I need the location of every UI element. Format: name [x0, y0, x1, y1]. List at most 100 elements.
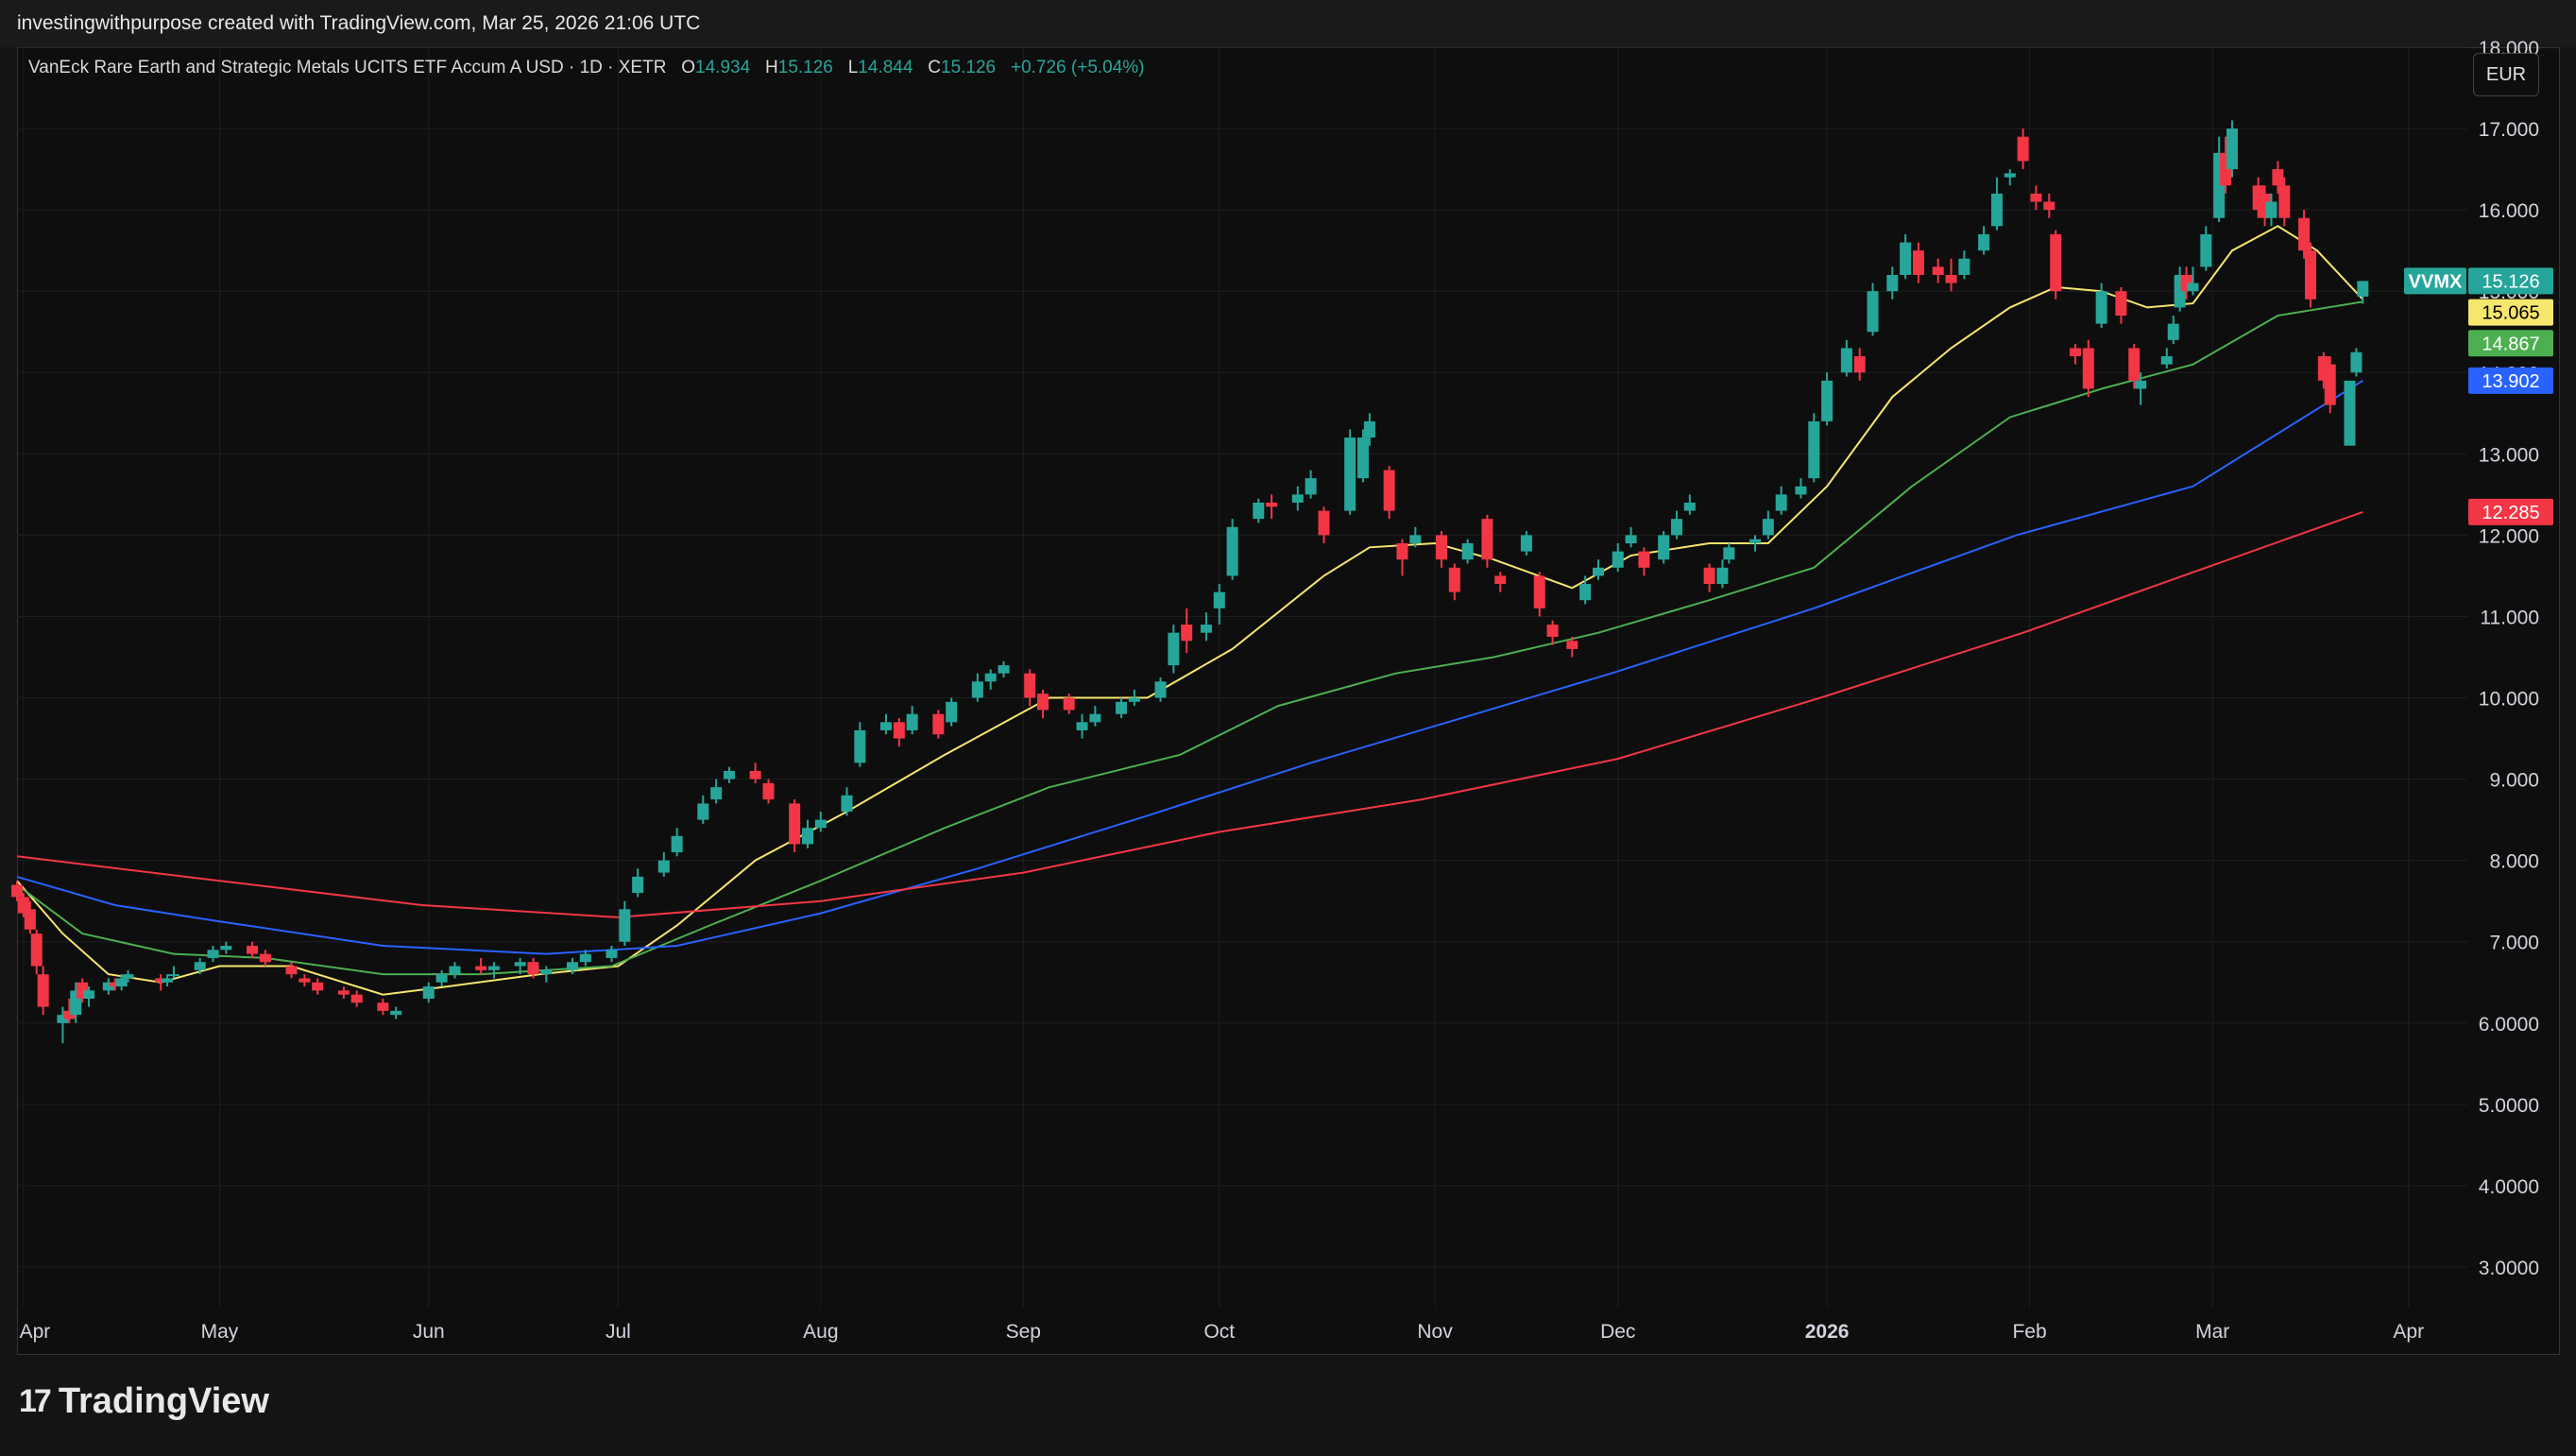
candle-body[interactable] [207, 950, 219, 958]
candle-body[interactable] [1226, 526, 1238, 576]
candle-body[interactable] [2004, 173, 2016, 178]
candle-body[interactable] [63, 1010, 76, 1019]
candle-body[interactable] [449, 966, 461, 975]
candle-body[interactable] [2187, 283, 2199, 292]
candle-body[interactable] [1396, 542, 1408, 560]
candle-body[interactable] [1821, 380, 1834, 421]
candle-body[interactable] [657, 860, 670, 873]
candle-body[interactable] [1840, 348, 1852, 373]
candle-body[interactable] [337, 990, 350, 995]
candle-body[interactable] [1945, 274, 1957, 283]
candle-body[interactable] [579, 953, 591, 963]
candle-body[interactable] [971, 681, 983, 698]
candle-body[interactable] [789, 803, 801, 845]
candle-body[interactable] [841, 795, 853, 813]
candle-body[interactable] [2200, 233, 2212, 267]
currency-button[interactable]: EUR [2473, 53, 2539, 96]
candle-body[interactable] [422, 986, 435, 999]
candle-body[interactable] [194, 962, 206, 970]
candle-body[interactable] [377, 1002, 389, 1011]
candle-body[interactable] [2135, 380, 2147, 389]
candle-body[interactable] [1716, 567, 1729, 585]
candle-body[interactable] [1749, 539, 1762, 543]
candle-body[interactable] [390, 1010, 402, 1016]
candle-body[interactable] [1168, 632, 1180, 666]
candle-body[interactable] [1356, 437, 1369, 479]
candle-body[interactable] [1808, 420, 1820, 479]
candle-body[interactable] [1932, 266, 1944, 275]
candle-body[interactable] [2226, 128, 2238, 170]
candle-body[interactable] [2278, 185, 2291, 218]
candle-body[interactable] [1363, 420, 1375, 438]
candle-body[interactable] [984, 673, 997, 682]
candle-body[interactable] [1024, 673, 1036, 698]
candle-body[interactable] [2167, 323, 2179, 340]
candle-body[interactable] [2324, 364, 2336, 405]
candle-body[interactable] [1154, 681, 1167, 698]
candle-body[interactable] [1116, 701, 1128, 714]
candle-body[interactable] [671, 835, 683, 853]
candle-body[interactable] [2115, 291, 2127, 317]
candle-body[interactable] [2304, 250, 2316, 300]
candle-body[interactable] [540, 969, 553, 975]
candle-body[interactable] [1625, 535, 1637, 543]
candle-body[interactable] [285, 966, 298, 975]
candle-body[interactable] [1566, 641, 1578, 649]
candle-body[interactable] [1128, 697, 1140, 702]
candle-body[interactable] [998, 665, 1010, 674]
candle-body[interactable] [710, 787, 723, 800]
candle-body[interactable] [932, 713, 945, 735]
candle-body[interactable] [1658, 535, 1670, 560]
candle-body[interactable] [83, 990, 95, 999]
candle-body[interactable] [312, 982, 324, 991]
chart-pane[interactable] [17, 47, 2560, 1355]
candle-body[interactable] [1671, 519, 1683, 536]
candle-body[interactable] [2350, 351, 2363, 373]
candle-body[interactable] [2030, 193, 2042, 202]
candle-body[interactable] [1448, 567, 1460, 592]
candle-body[interactable] [1592, 567, 1604, 576]
candle-body[interactable] [30, 934, 43, 967]
candle-body[interactable] [259, 953, 271, 963]
candle-body[interactable] [1481, 519, 1493, 560]
candle-body[interactable] [155, 978, 167, 983]
candle-body[interactable] [906, 713, 918, 730]
candle-body[interactable] [299, 978, 311, 983]
candle-body[interactable] [1533, 575, 1545, 608]
candle-body[interactable] [893, 722, 905, 739]
candle-body[interactable] [1853, 356, 1866, 373]
candle-body[interactable] [1461, 542, 1474, 560]
candle-body[interactable] [1037, 694, 1049, 711]
candle-body[interactable] [487, 966, 500, 970]
candle-body[interactable] [1775, 494, 1787, 511]
candle-body[interactable] [1409, 535, 1422, 543]
candle-body[interactable] [350, 994, 363, 1003]
candle-body[interactable] [1900, 242, 1912, 275]
candle-body[interactable] [1546, 625, 1559, 637]
candle-body[interactable] [2298, 217, 2311, 251]
candle-body[interactable] [162, 978, 174, 983]
candle-body[interactable] [1723, 547, 1735, 560]
candle-body[interactable] [2082, 348, 2094, 389]
candle-body[interactable] [168, 974, 180, 977]
candle-body[interactable] [2069, 348, 2081, 357]
candle-body[interactable] [2160, 356, 2173, 365]
candle-body[interactable] [762, 782, 775, 800]
candle-body[interactable] [814, 819, 827, 829]
candle-body[interactable] [1638, 551, 1650, 568]
candle-body[interactable] [801, 828, 813, 845]
candle-body[interactable] [1912, 250, 1924, 275]
candle-body[interactable] [723, 770, 735, 779]
candle-body[interactable] [1089, 713, 1101, 723]
candle-body[interactable] [1318, 510, 1330, 536]
candle-body[interactable] [1181, 625, 1193, 642]
candle-body[interactable] [514, 962, 526, 967]
candle-body[interactable] [2357, 281, 2369, 297]
candle-body[interactable] [1867, 291, 1879, 333]
candle-body[interactable] [247, 946, 259, 954]
candle-body[interactable] [435, 974, 448, 983]
candle-body[interactable] [632, 876, 644, 894]
candle-body[interactable] [2017, 136, 2029, 162]
candle-body[interactable] [24, 909, 36, 930]
